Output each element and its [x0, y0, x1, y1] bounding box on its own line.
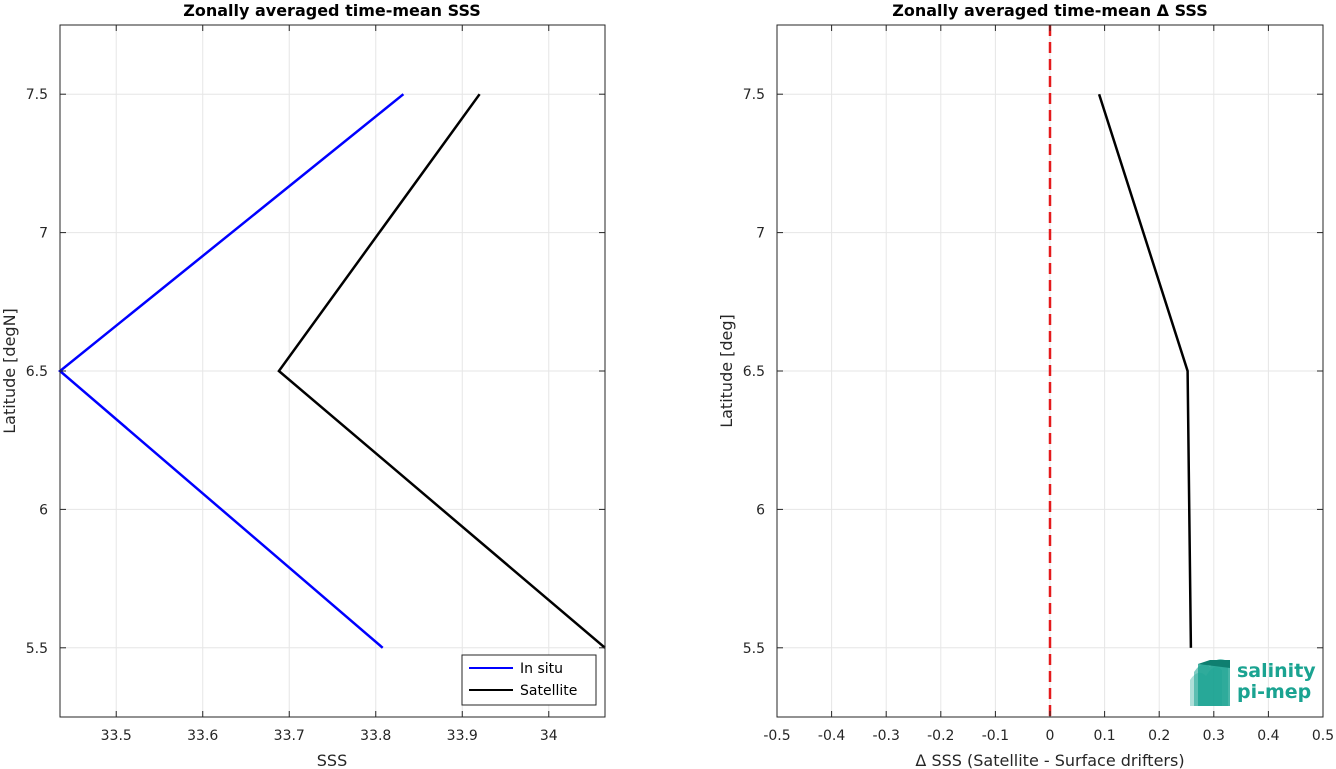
right-x-tick-label: -0.5 — [763, 728, 790, 744]
right-x-axis-label: Δ SSS (Satellite - Surface drifters) — [915, 751, 1184, 769]
left-ticks: 33.5 33.6 33.7 33.8 33.9 34 5.5 6 6.5 7 7.5 — [26, 25, 605, 744]
right-x-tick-label: -0.4 — [818, 728, 845, 744]
right-x-tick-label: 0.5 — [1312, 728, 1334, 744]
legend-label-satellite: Satellite — [520, 683, 577, 699]
left-x-tick-label: 33.8 — [360, 728, 391, 744]
right-chart-title: Zonally averaged time-mean Δ SSS — [892, 1, 1208, 20]
right-x-tick-label: -0.2 — [927, 728, 954, 744]
left-sss-panel: 33.5 33.6 33.7 33.8 33.9 34 5.5 6 6.5 7 7.5 Zonall… — [0, 1, 606, 769]
right-y-tick-label: 7 — [756, 226, 765, 242]
right-delta-panel: -0.5 -0.4 -0.3 -0.2 -0.1 0 0.1 0.2 0.3 0.4 0.5 5.5 6… — [717, 1, 1334, 769]
legend-label-in-situ: In situ — [520, 661, 563, 677]
left-x-tick-label: 33.5 — [101, 728, 132, 744]
left-x-tick-label: 34 — [540, 728, 558, 744]
left-y-tick-label: 7.5 — [26, 87, 48, 103]
delta-sss-series-line — [1097, 93, 1193, 648]
left-y-tick-label: 5.5 — [26, 641, 48, 657]
right-y-tick-label: 6 — [756, 502, 765, 518]
left-x-tick-label: 33.9 — [447, 728, 478, 744]
left-chart-title: Zonally averaged time-mean SSS — [183, 1, 481, 20]
left-y-tick-label: 6 — [39, 502, 48, 518]
left-grid — [60, 25, 605, 717]
right-x-tick-label: 0.2 — [1148, 728, 1170, 744]
right-x-tick-label: -0.3 — [873, 728, 900, 744]
right-y-axis-label: Latitude [deg] — [717, 314, 736, 428]
right-series-group — [1097, 93, 1193, 648]
right-y-tick-label: 7.5 — [743, 87, 765, 103]
left-x-tick-label: 33.6 — [187, 728, 218, 744]
right-x-tick-label: 0.4 — [1257, 728, 1279, 744]
left-y-axis-label: Latitude [degN] — [0, 308, 19, 434]
right-x-tick-label: 0.1 — [1093, 728, 1115, 744]
salinity-pi-mep-logo: salinity pi-mep — [1190, 658, 1316, 706]
logo-text-salinity: salinity — [1237, 660, 1316, 682]
right-ticks: -0.5 -0.4 -0.3 -0.2 -0.1 0 0.1 0.2 0.3 0.4 0.5 5.5 6… — [743, 25, 1334, 744]
right-y-tick-label: 6.5 — [743, 364, 765, 380]
right-x-tick-label: 0.3 — [1203, 728, 1225, 744]
satellite-series-line — [277, 93, 606, 649]
right-x-tick-label: -0.1 — [982, 728, 1009, 744]
logo-text-pi-mep: pi-mep — [1237, 681, 1311, 703]
left-y-tick-label: 6.5 — [26, 364, 48, 380]
left-y-tick-label: 7 — [39, 226, 48, 242]
legend: In situ Satellite — [461, 654, 597, 706]
logo-wave-icon — [1190, 658, 1230, 706]
right-x-tick-label: 0 — [1046, 728, 1055, 744]
legend-box — [461, 654, 597, 706]
right-y-tick-label: 5.5 — [743, 641, 765, 657]
left-x-axis-label: SSS — [317, 751, 347, 769]
left-x-tick-label: 33.7 — [274, 728, 305, 744]
